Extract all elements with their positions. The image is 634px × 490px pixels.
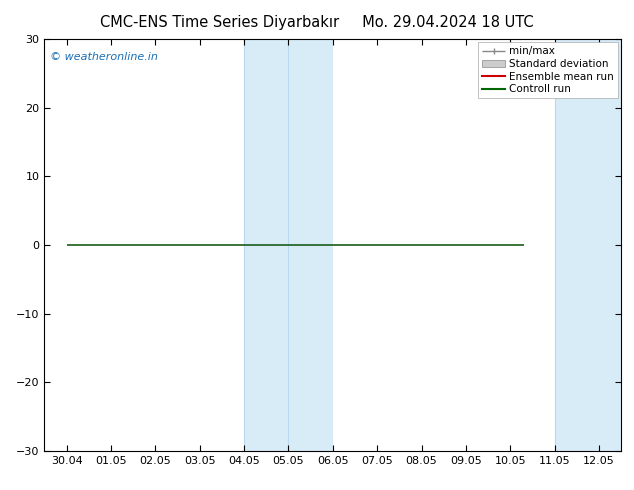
Bar bbox=[555, 39, 634, 451]
Text: © weatheronline.in: © weatheronline.in bbox=[50, 51, 158, 62]
Legend: min/max, Standard deviation, Ensemble mean run, Controll run: min/max, Standard deviation, Ensemble me… bbox=[478, 42, 618, 98]
Bar bbox=[244, 39, 288, 451]
Bar bbox=[288, 39, 333, 451]
Text: CMC-ENS Time Series Diyarbakır     Mo. 29.04.2024 18 UTC: CMC-ENS Time Series Diyarbakır Mo. 29.04… bbox=[100, 15, 534, 30]
